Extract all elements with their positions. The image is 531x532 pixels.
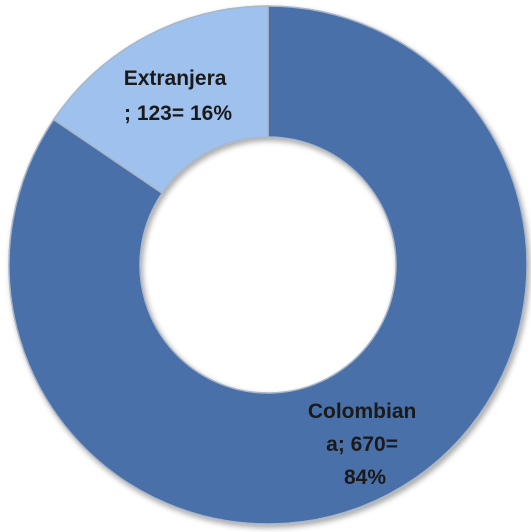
slice-label-extranjera: Extranjera ; 123= 16% — [124, 67, 233, 125]
slice-label-extranjera-line-1: Extranjera — [124, 67, 227, 90]
slice-label-colombiana-line-3: 84% — [344, 466, 386, 489]
slices-group — [8, 5, 528, 525]
slice-colombiana — [8, 5, 528, 525]
slice-label-colombiana-line-2: a; 670= — [326, 433, 398, 456]
slice-extranjera — [52, 5, 269, 195]
slice-label-colombiana-line-1: Colombian — [308, 400, 417, 423]
slice-label-colombiana: Colombian a; 670= 84% — [308, 400, 422, 489]
slice-label-extranjera-line-2: ; 123= 16% — [124, 102, 232, 125]
